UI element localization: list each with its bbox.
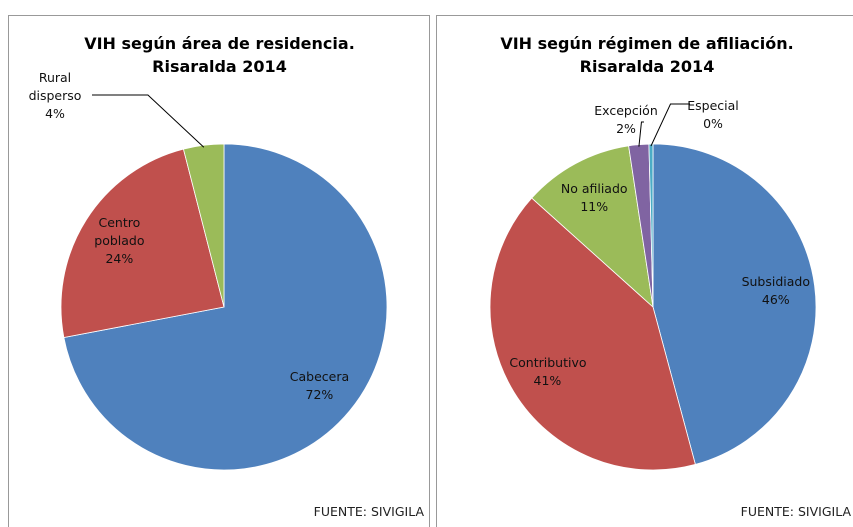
slice-label: Rural disperso 4%: [17, 69, 93, 123]
slice-category: No afiliado: [560, 180, 628, 196]
slice-value: 72%: [305, 386, 334, 402]
leader-line: [650, 103, 690, 147]
pie-slice: [489, 197, 696, 471]
slice-category: Excepción: [594, 102, 658, 118]
slice-category: Subsidiado: [741, 273, 811, 289]
slice-value: 11%: [580, 198, 609, 214]
slice-value: 41%: [533, 372, 562, 388]
slice-value: 0%: [703, 116, 723, 131]
slice-label: Subsidiado 46%: [738, 273, 814, 309]
slice-category: Centro poblado: [94, 214, 145, 248]
slice-label: No afiliado 11%: [556, 180, 632, 216]
pie-slice: [648, 143, 654, 308]
leader-line: [92, 94, 205, 148]
pie-slice: [63, 143, 388, 471]
pie-slice: [60, 148, 225, 339]
slice-category: Contributivo: [509, 354, 587, 370]
slice-label: Cabecera 72%: [281, 368, 357, 404]
pie-slice: [531, 145, 654, 309]
source-note: FUENTE: SIVIGILA: [313, 504, 424, 519]
panel-border: [8, 15, 430, 527]
slice-label: Especial 0%: [675, 97, 751, 133]
leader-line: [638, 121, 644, 147]
chart-title: VIH según régimen de afiliación. Risaral…: [500, 34, 794, 77]
slice-value: 2%: [616, 121, 636, 136]
pie-slice: [182, 143, 225, 308]
slice-label: Excepción 2%: [588, 102, 664, 138]
slice-category: Rural disperso: [28, 69, 82, 103]
pie-slice: [652, 143, 817, 465]
chart-title: VIH según área de residencia. Risaralda …: [84, 34, 355, 77]
slice-category: Especial: [687, 97, 739, 113]
panel-border: [436, 15, 853, 527]
slice-category: Cabecera: [289, 368, 350, 384]
slice-value: 4%: [45, 106, 65, 122]
slice-label: Centro poblado 24%: [81, 213, 157, 267]
slice-label: Contributivo 41%: [509, 354, 587, 390]
slice-value: 24%: [105, 250, 134, 266]
source-note: FUENTE: SIVIGILA: [740, 504, 851, 519]
slice-value: 46%: [761, 291, 790, 307]
